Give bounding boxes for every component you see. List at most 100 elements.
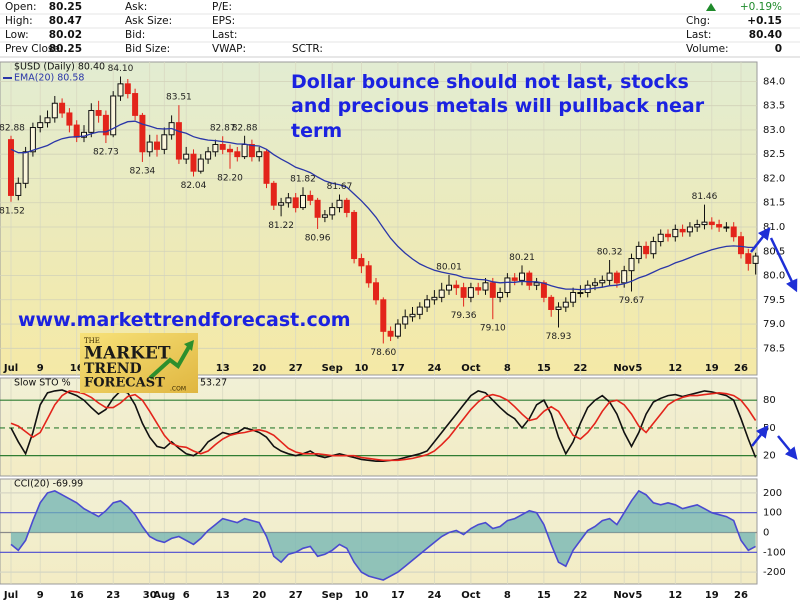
series-line (10, 389, 757, 462)
candle-body (37, 122, 44, 129)
low-label: 82.73 (93, 148, 119, 158)
x-tick-label: Oct (461, 363, 480, 374)
quote-label: Bid: (125, 29, 145, 41)
high-label: 81.82 (290, 175, 316, 185)
high-label: 82.88 (0, 123, 25, 133)
y-tick-label: 50 (763, 423, 776, 434)
candle-body (497, 292, 504, 298)
plot-layer: 78.5 79.0 79.5 80.0 80.5 81.0 81.5 82.0 82.5 83.0… (0, 62, 786, 601)
y-tick-label: 78.5 (763, 343, 785, 354)
x-tick-label: 6 (183, 590, 190, 601)
candle-body (489, 282, 496, 298)
x-tick-label: 12 (668, 590, 682, 601)
y-tick-label: 0 (763, 527, 769, 538)
candle-body (336, 199, 343, 209)
candle-body (555, 306, 562, 310)
high-label: 83.51 (166, 93, 192, 103)
y-tick-label: 80.5 (763, 246, 785, 257)
overlay: Dollar bounce should not last, stocks an… (18, 71, 798, 460)
candle-body (8, 139, 14, 196)
x-tick-label: 13 (216, 363, 230, 374)
candle-body (475, 287, 482, 291)
candle-body (701, 221, 708, 226)
x-tick-label: 17 (391, 590, 405, 601)
candle-body (44, 117, 51, 124)
annotation-arrow (751, 425, 769, 447)
headline: and precious metals will pullback near (291, 95, 705, 117)
quote-label: EPS: (212, 15, 235, 27)
x-tick-label: 22 (573, 363, 587, 374)
quote-value: 80.25 (49, 43, 82, 55)
x-tick-label: 15 (537, 590, 551, 601)
x-tick-label: Jul (3, 363, 18, 374)
x-tick-label: Nov (613, 363, 635, 374)
candle-body (438, 289, 445, 298)
candle-body (15, 182, 22, 196)
quote-label: P/E: (212, 1, 232, 13)
headline: term (291, 120, 342, 142)
x-tick-label: 26 (734, 590, 748, 601)
quote-label: High: (5, 15, 33, 27)
y-tick-label: -200 (763, 567, 786, 578)
candle-body (380, 299, 387, 332)
candle-body (190, 153, 197, 172)
headline: Dollar bounce should not last, stocks (291, 71, 689, 93)
high-label: 81.67 (327, 182, 353, 192)
candle-body (635, 245, 642, 260)
x-tick-label: 20 (252, 363, 266, 374)
panel-title: $USD (Daily) 80.40 (14, 62, 105, 73)
quote-value: 80.47 (49, 15, 82, 27)
x-tick-label: 16 (70, 590, 84, 601)
candle-body (139, 114, 146, 153)
candle-body (307, 194, 314, 201)
candle-body (665, 233, 671, 238)
low-label: 82.34 (130, 166, 156, 176)
candle-body (124, 83, 131, 95)
legend-label: EMA(20) 80.58 (14, 73, 84, 84)
candle-body (278, 202, 285, 206)
candle-body (29, 127, 36, 153)
low-label: 81.22 (268, 221, 294, 231)
low-label: 79.36 (451, 311, 477, 321)
x-tick-label: 26 (734, 363, 748, 374)
candle-body (562, 301, 569, 308)
x-tick-label: 12 (668, 363, 682, 374)
panel-2: 200 100 0 -100 -200 CCI(20) -69.99 (0, 479, 786, 584)
y-tick-label: 79.5 (763, 295, 785, 306)
candle-body (613, 272, 620, 284)
candle-body (730, 226, 737, 238)
annotation-arrow (769, 237, 798, 293)
x-tick-label: 17 (391, 363, 405, 374)
quote-change: +0.19% (740, 1, 782, 13)
candle-body (745, 253, 752, 264)
y-tick-label: 80.0 (763, 271, 785, 282)
logo-text: TREND (84, 361, 142, 377)
x-tick-label: 19 (705, 363, 719, 374)
candle-body (205, 151, 212, 160)
candle-body (540, 282, 547, 298)
y-tick-label: 84.0 (763, 76, 785, 87)
candle-body (175, 122, 182, 160)
x-tick-label: 23 (106, 590, 120, 601)
candle-body (241, 143, 248, 158)
quote-value: 0 (775, 43, 782, 55)
price-panel-bg (0, 61, 758, 376)
high-label: 80.01 (436, 263, 462, 273)
quote-label: VWAP: (212, 43, 246, 55)
x-tick-label: Aug (153, 590, 175, 601)
logo-arrow (148, 344, 192, 380)
y-tick-label: 80 (763, 395, 776, 406)
y-tick-label: 83.5 (763, 101, 785, 112)
x-tick-label: 24 (427, 363, 441, 374)
candle-body (643, 245, 650, 255)
quote-value: 80.40 (749, 29, 782, 41)
candle-body (183, 153, 190, 160)
candle-body (467, 287, 474, 298)
candle-body (679, 228, 686, 233)
candle-body (227, 148, 233, 153)
x-tick-label: Nov (613, 590, 635, 601)
header-bg (0, 0, 800, 58)
x-tick-label: 30 (143, 590, 157, 601)
candle-body (592, 282, 598, 286)
x-tick-label: 20 (252, 590, 266, 601)
